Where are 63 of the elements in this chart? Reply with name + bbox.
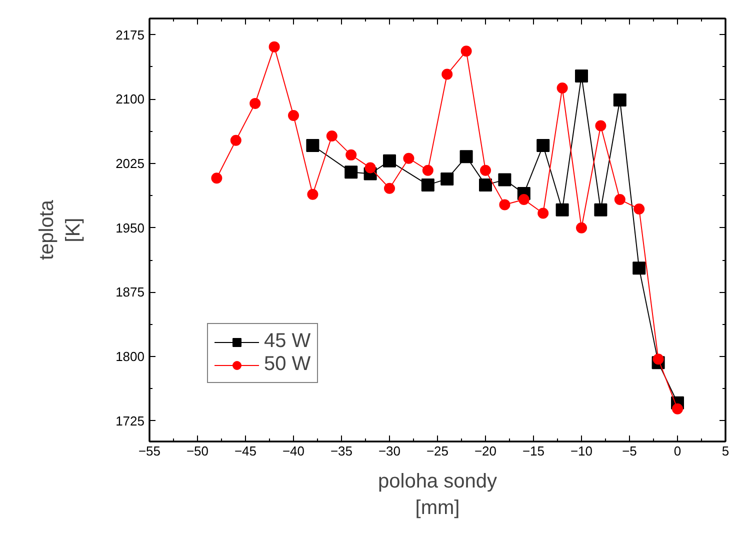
point: [556, 82, 568, 94]
point: [480, 164, 491, 176]
point: [268, 41, 280, 52]
point: [421, 178, 434, 192]
x-tick-label: 0: [674, 444, 682, 458]
point: [499, 199, 510, 210]
point: [250, 98, 261, 109]
point: [652, 354, 664, 365]
x-tick-label: 5: [722, 444, 730, 458]
legend-label: 45 W: [264, 330, 311, 353]
x-tick-label: −15: [522, 444, 545, 458]
point: [498, 173, 512, 186]
x-tick-label: −50: [186, 444, 209, 458]
point: [384, 182, 395, 194]
y-tick-label: 2025: [116, 156, 144, 172]
x-tick-label: −45: [234, 444, 257, 458]
point: [306, 138, 320, 152]
point: [575, 69, 588, 82]
x-tick-label: −40: [282, 444, 305, 458]
y-tick-label: 1800: [116, 349, 144, 364]
point: [634, 203, 645, 214]
point: [403, 152, 414, 164]
x-tick-label: −55: [138, 444, 161, 458]
point: [460, 150, 473, 164]
y-tick-label: 2175: [116, 27, 144, 42]
point: [460, 46, 472, 57]
point: [211, 172, 222, 184]
point: [230, 134, 242, 146]
point: [479, 178, 492, 192]
point: [556, 203, 569, 216]
x-tick-label: −35: [330, 444, 353, 458]
y-tick-label: 1950: [116, 220, 144, 236]
x-tick-label: −10: [570, 444, 593, 458]
x-tick-label: −25: [426, 444, 449, 458]
x-tick-label: −30: [378, 444, 401, 458]
point: [536, 138, 550, 152]
y-tick-label: 1875: [116, 284, 144, 300]
point: [442, 68, 453, 80]
point: [422, 164, 434, 176]
point: [440, 172, 454, 186]
point: [344, 166, 358, 179]
point: [518, 194, 530, 206]
y-tick-label: 2100: [116, 92, 144, 107]
y-axis-title: teplota [K]: [36, 199, 85, 260]
x-tick-label: −5: [622, 444, 637, 458]
point: [364, 162, 376, 174]
point: [672, 403, 683, 414]
legend-label: 50 W: [264, 353, 311, 376]
point: [326, 130, 338, 142]
point: [632, 262, 646, 275]
point: [288, 110, 299, 121]
point: [595, 120, 606, 132]
point: [538, 208, 549, 219]
point: [346, 149, 357, 160]
x-tick-label: −20: [474, 444, 497, 458]
point: [614, 194, 626, 206]
point: [576, 222, 587, 234]
x-axis-title: poloha sondy [mm]: [378, 470, 497, 519]
point: [594, 203, 608, 216]
point: [383, 154, 396, 168]
point: [613, 94, 626, 107]
y-tick-label: 1725: [116, 413, 144, 428]
point: [307, 188, 318, 200]
